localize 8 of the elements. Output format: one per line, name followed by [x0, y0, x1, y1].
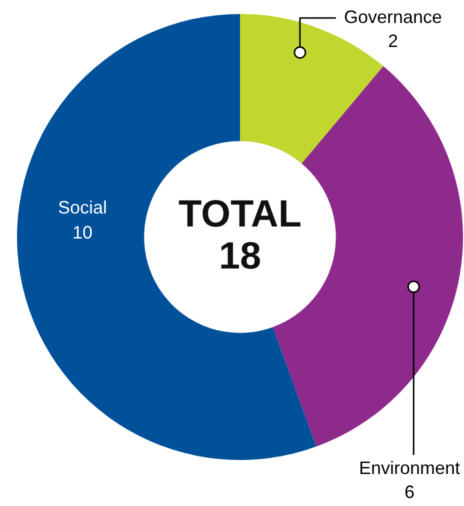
text: TOTAL — [178, 193, 302, 236]
data-label: 10 — [72, 222, 93, 242]
data-label: 6 — [404, 482, 414, 502]
slice-label: Social — [58, 197, 108, 218]
text: 18 — [218, 235, 262, 278]
slice-label: Environment — [358, 458, 460, 478]
slice-label: Governance — [344, 6, 442, 27]
data-label: 2 — [388, 30, 398, 51]
